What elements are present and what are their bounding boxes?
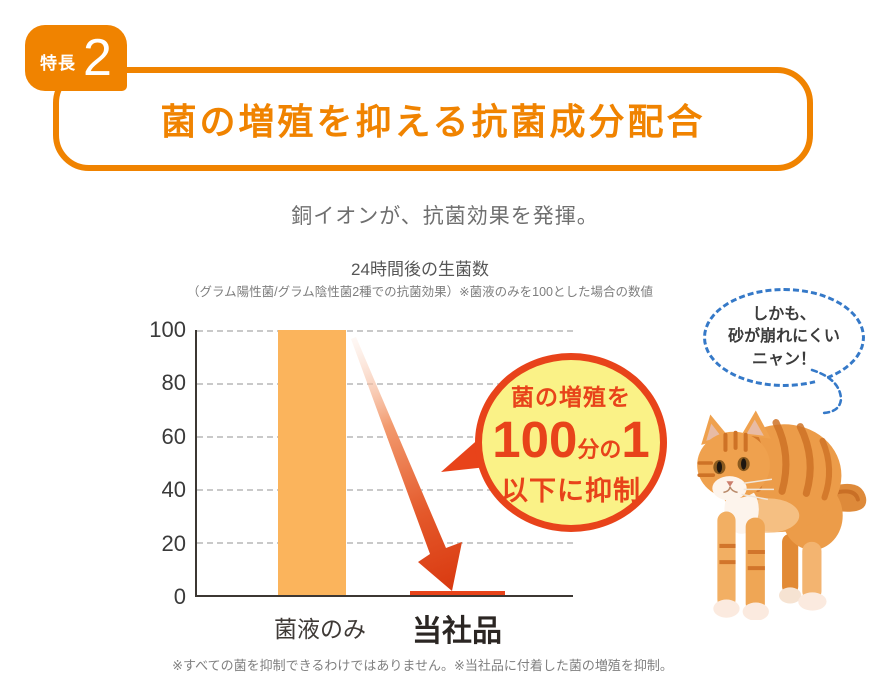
y-tick-label: 100 xyxy=(149,317,186,342)
chart-title: 24時間後の生菌数 xyxy=(351,260,489,279)
burst-small-text: 分の xyxy=(577,436,622,462)
cat-image xyxy=(697,410,867,620)
gridline xyxy=(197,542,573,544)
feature-badge-label: 特長 xyxy=(40,53,77,73)
burst-big-number-2: 1 xyxy=(621,410,650,468)
chart-bar xyxy=(278,330,346,595)
burst-line1: 菌の増殖を xyxy=(511,383,631,410)
burst-line3: 以下に抑制 xyxy=(501,475,641,506)
y-tick-label: 20 xyxy=(161,531,186,556)
chart-bar xyxy=(410,590,505,595)
feature-badge-number: 2 xyxy=(83,29,112,87)
cat-speech-bubble: しかも、 砂が崩れにくい ニャン！ xyxy=(703,288,865,387)
feature-badge: 特長 2 xyxy=(25,25,127,91)
y-tick-label: 80 xyxy=(161,370,186,395)
cat-speech-line2: 砂が崩れにくい xyxy=(728,328,840,346)
y-tick-label: 0 xyxy=(173,584,186,609)
section-title: 菌の増殖を抑える抗菌成分配合 xyxy=(160,101,706,142)
gridline xyxy=(197,330,573,332)
lead-text: 銅イオンが、抗菌効果を発揮。 xyxy=(291,205,599,228)
x-category-label: 菌液のみ xyxy=(274,616,366,642)
section-title-banner: 菌の増殖を抑える抗菌成分配合 xyxy=(53,67,813,171)
footnote: ※すべての菌を抑制できるわけではありません。※当社品に付着した菌の増殖を抑制。 xyxy=(172,658,673,673)
cat-speech-line1: しかも、 xyxy=(752,305,816,323)
y-tick-label: 40 xyxy=(161,477,186,502)
cat-speech-text: しかも、 砂が崩れにくい ニャン！ xyxy=(728,304,840,371)
x-category-label: 当社品 xyxy=(412,615,502,648)
burst-line2: 100分の1 xyxy=(492,414,649,465)
burst-annotation: 菌の増殖を 100分の1 以下に抑制 xyxy=(475,353,667,532)
cat-speech-line3: ニャン！ xyxy=(751,350,816,368)
burst-big-number: 100 xyxy=(492,410,578,468)
y-tick-label: 60 xyxy=(161,424,186,449)
chart-subtitle: （グラム陽性菌/グラム陰性菌2種での抗菌効果）※菌液のみを100とした場合の数値 xyxy=(186,285,653,299)
